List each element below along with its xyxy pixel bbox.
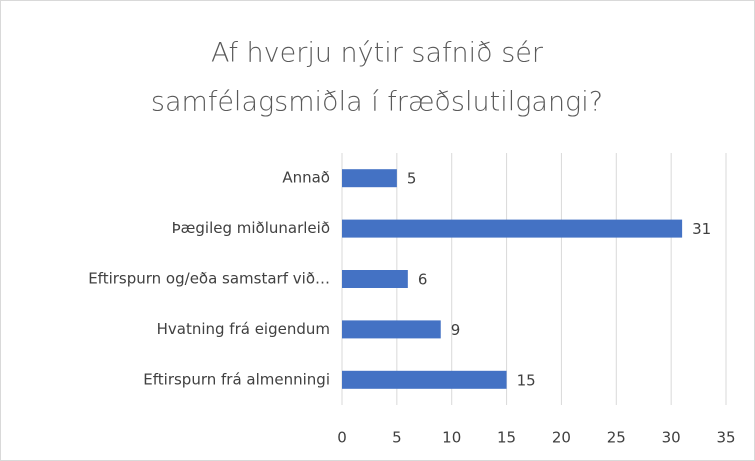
x-tick-label: 10: [442, 429, 461, 447]
x-tick-label: 30: [662, 429, 681, 447]
data-label: 9: [451, 321, 461, 339]
x-tick-label: 25: [607, 429, 626, 447]
x-tick-label: 20: [552, 429, 571, 447]
data-label: 5: [407, 170, 417, 188]
x-tick-label: 0: [337, 429, 347, 447]
chart-title: Af hverju nýtir safnið sér: [211, 38, 544, 69]
x-tick-label: 15: [497, 429, 516, 447]
bar: [342, 370, 507, 389]
bar: [342, 219, 683, 238]
bar: [342, 270, 408, 288]
data-label: 15: [517, 371, 536, 389]
x-tick-label: 35: [716, 429, 735, 447]
y-tick-label: Eftirspurn frá almenningi: [143, 370, 330, 388]
y-tick-label: Eftirspurn og/eða samstarf við…: [88, 270, 330, 288]
y-tick-label: Hvatning frá eigendum: [157, 320, 330, 338]
y-tick-label: Þægileg miðlunarleið: [172, 219, 330, 237]
data-label: 31: [692, 220, 711, 238]
y-tick-label: Annað: [282, 169, 330, 187]
x-tick-label: 5: [392, 429, 402, 447]
data-label: 6: [418, 271, 428, 289]
bar: [342, 320, 441, 339]
chart-title: samfélagsmiðla í fræðslutilgangi?: [151, 87, 603, 118]
bar: [342, 169, 397, 188]
